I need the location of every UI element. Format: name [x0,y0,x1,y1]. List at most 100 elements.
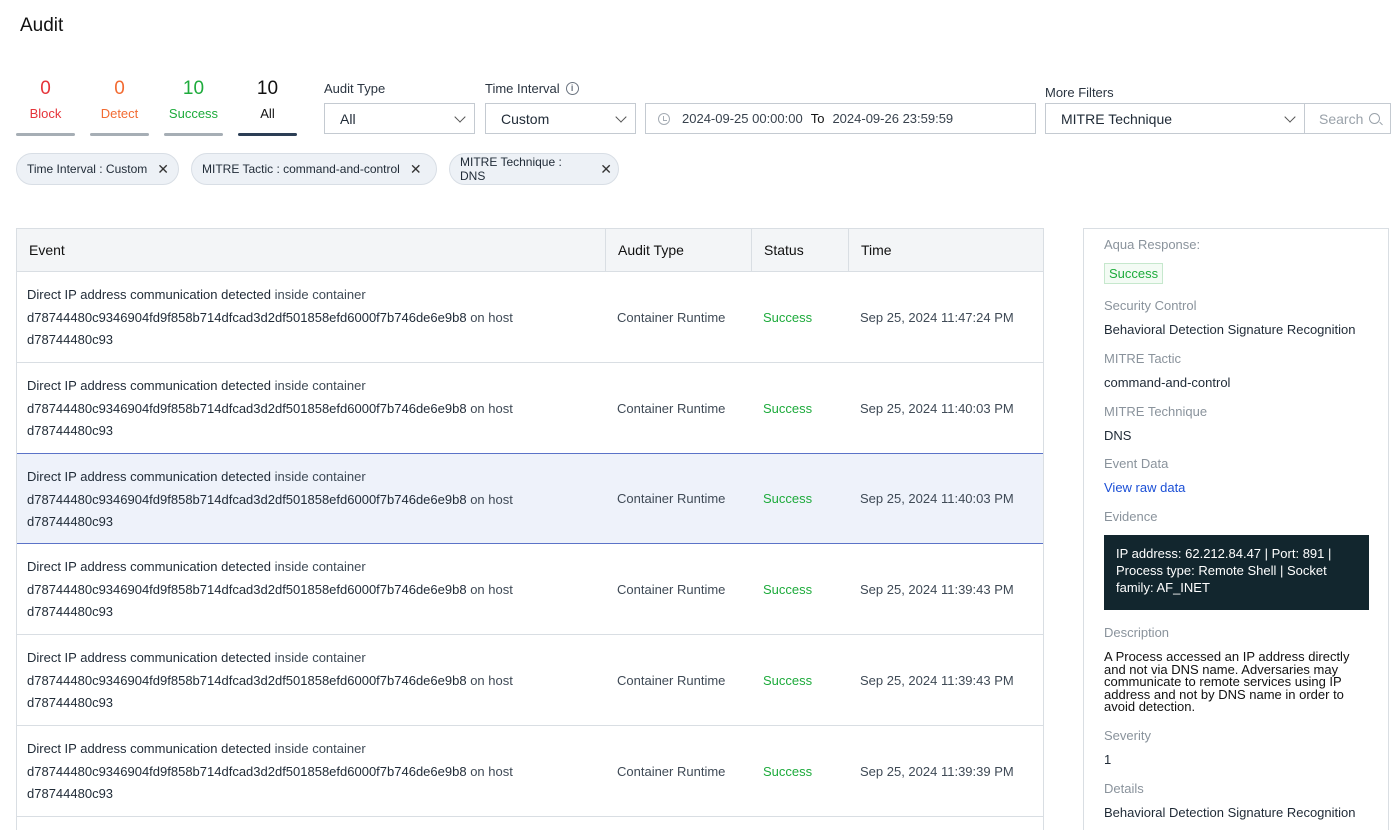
audit-type-cell: Container Runtime [617,581,726,597]
chip-label: MITRE Technique : DNS [460,155,562,183]
event-on-host-text: on host [470,400,513,416]
event-inside-text: inside container [274,559,366,574]
view-raw-data-link[interactable]: View raw data [1104,480,1186,495]
time-cell: Sep 25, 2024 11:47:24 PM [860,309,1014,325]
column-header-event[interactable]: Event [17,229,606,271]
audit-type-label: Audit Type [324,81,385,96]
container-id: d78744480c9346904fd9f858b714dfcad3d2df50… [27,672,467,688]
audit-type-cell: Container Runtime [617,400,726,416]
table-row-selected[interactable]: Direct IP address communication detected… [17,453,1043,544]
block-underline [16,133,75,136]
all-label: All [260,106,275,121]
time-cell: Sep 25, 2024 11:39:43 PM [860,672,1014,688]
more-filters-label-text: More Filters [1045,85,1114,100]
host-id: d78744480c93 [27,332,114,347]
filter-chip-time-interval: Time Interval : Custom ✕ [16,153,179,185]
time-interval-label: Time Interval i [485,81,579,96]
status-cell: Success [763,672,813,688]
time-interval-select[interactable]: Custom [485,103,636,134]
close-icon[interactable]: ✕ [157,160,169,177]
audit-type-cell: Container Runtime [617,491,726,506]
detect-underline [90,133,149,136]
block-counter[interactable]: 0 Block [16,78,75,136]
mitre-tactic-value: command-and-control [1104,375,1231,390]
detect-label: Detect [100,106,139,121]
audit-type-cell: Container Runtime [617,763,726,779]
close-icon[interactable]: ✕ [409,160,422,177]
chevron-down-icon [615,111,627,123]
block-label: Block [29,106,62,121]
host-id: d78744480c93 [27,786,114,801]
container-id: d78744480c9346904fd9f858b714dfcad3d2df50… [27,491,467,507]
status-badge: Success [1104,263,1164,284]
column-header-audit-type[interactable]: Audit Type [606,229,752,271]
date-from[interactable]: 2024-09-25 00:00:00 [682,111,803,126]
filter-chip-mitre-tactic: MITRE Tactic : command-and-control ✕ [191,153,437,185]
container-id: d78744480c9346904fd9f858b714dfcad3d2df50… [27,400,467,416]
time-cell: Sep 25, 2024 11:40:03 PM [860,400,1014,416]
container-id: d78744480c9346904fd9f858b714dfcad3d2df50… [27,581,467,597]
status-cell: Success [763,491,813,506]
table-row[interactable]: Direct IP address communication detected… [17,363,1043,454]
all-counter[interactable]: 10 All [238,78,297,136]
table-header: Event Audit Type Status Time [17,229,1043,272]
audit-table: Event Audit Type Status Time Direct IP a… [16,228,1044,830]
all-count: 10 [256,78,279,99]
date-range-picker[interactable]: 2024-09-25 00:00:00 To 2024-09-26 23:59:… [645,103,1036,134]
info-icon[interactable]: i [565,82,579,95]
table-row[interactable]: Direct IP address communication detected… [17,272,1043,363]
audit-type-cell: Container Runtime [617,672,726,688]
event-on-host-text: on host [470,309,513,325]
time-cell: Sep 25, 2024 11:40:03 PM [860,491,1014,506]
evidence-box: IP address: 62.212.84.47 | Port: 891 | P… [1104,535,1369,610]
column-header-time[interactable]: Time [861,242,892,258]
block-count: 0 [40,78,51,99]
event-detail-panel: Aqua Response: Success Security Control … [1083,228,1389,830]
event-cell: Direct IP address communication detected… [17,544,606,634]
event-on-host-text: on host [470,491,513,507]
detect-counter[interactable]: 0 Detect [90,78,149,136]
container-id: d78744480c9346904fd9f858b714dfcad3d2df50… [27,763,467,779]
details-value: Behavioral Detection Signature Recogniti… [1104,805,1356,820]
table-row[interactable]: Direct IP address communication detected… [17,635,1043,726]
description-value: A Process accessed an IP address directl… [1104,649,1350,714]
event-inside-text: inside container [274,287,366,302]
page-title: Audit [20,15,64,36]
event-title: Direct IP address communication detected [27,469,271,484]
clock-icon [658,112,670,125]
more-filters-value: MITRE Technique [1061,110,1173,127]
event-title: Direct IP address communication detected [27,559,271,574]
details-label: Details [1104,781,1144,796]
close-icon[interactable]: ✕ [600,160,612,177]
success-underline [164,133,223,136]
time-interval-label-text: Time Interval [485,81,560,96]
detect-count: 0 [114,78,125,99]
audit-type-cell: Container Runtime [617,309,726,325]
event-title: Direct IP address communication detected [27,650,271,665]
more-filters-select[interactable]: MITRE Technique [1045,103,1305,134]
search-icon[interactable] [1369,113,1380,124]
search-placeholder: Search [1319,110,1364,127]
chevron-down-icon [454,111,466,123]
success-counter[interactable]: 10 Success [164,78,223,136]
date-to-label: To [810,111,825,126]
severity-value: 1 [1104,752,1112,767]
search-input[interactable]: Search [1304,103,1391,134]
more-filters-label: More Filters [1045,85,1114,100]
response-label: Aqua Response: [1104,237,1201,252]
all-underline [238,133,297,136]
success-count: 10 [182,78,205,99]
event-cell: Direct IP address communication detected… [17,363,606,453]
time-cell: Sep 25, 2024 11:39:39 PM [860,763,1014,779]
date-to[interactable]: 2024-09-26 23:59:59 [832,111,954,126]
event-inside-text: inside container [274,741,366,756]
table-row[interactable]: Direct IP address communication detected… [17,726,1043,817]
column-header-status[interactable]: Status [752,229,849,271]
status-cell: Success [763,763,813,779]
audit-type-label-text: Audit Type [324,81,386,96]
audit-type-select[interactable]: All [324,103,475,134]
table-row[interactable]: Direct IP address communication detected… [17,544,1043,635]
mitre-tactic-label: MITRE Tactic [1104,351,1182,366]
event-cell: Direct IP address communication detected… [17,635,606,725]
mitre-technique-label: MITRE Technique [1104,404,1208,419]
